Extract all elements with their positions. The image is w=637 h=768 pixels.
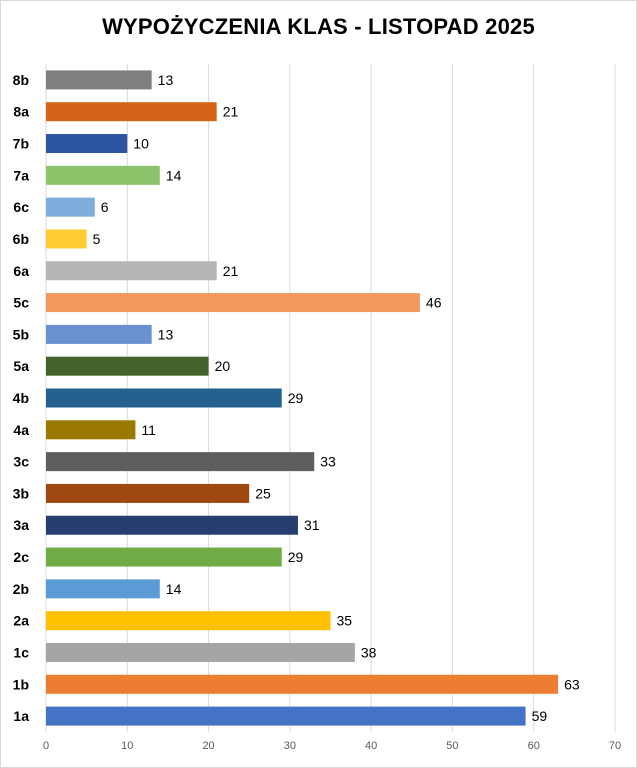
data-label-5a: 20 — [215, 358, 231, 374]
category-label-1b: 1b — [13, 676, 29, 692]
category-label-7b: 7b — [13, 136, 29, 152]
bar-6b — [46, 229, 87, 249]
bar-6a — [46, 261, 217, 281]
category-label-2b: 2b — [13, 581, 29, 597]
bar-3c — [46, 452, 315, 472]
bar-6c — [46, 197, 95, 217]
x-tick-label: 20 — [202, 740, 214, 752]
category-label-3b: 3b — [13, 485, 29, 501]
data-label-6c: 6 — [101, 199, 109, 215]
bar-1c — [46, 642, 355, 662]
x-tick-label: 70 — [609, 740, 621, 752]
data-label-6b: 5 — [93, 231, 101, 247]
category-label-5c: 5c — [13, 295, 29, 311]
category-label-3c: 3c — [13, 454, 29, 470]
category-label-7a: 7a — [13, 167, 29, 183]
x-tick-label: 40 — [365, 740, 377, 752]
data-label-1a: 59 — [532, 708, 548, 724]
x-tick-label: 60 — [528, 740, 540, 752]
data-label-5c: 46 — [426, 295, 442, 311]
category-label-8b: 8b — [13, 72, 29, 88]
bars — [46, 70, 559, 726]
bar-5c — [46, 293, 420, 313]
bar-4b — [46, 388, 282, 408]
bar-8b — [46, 70, 152, 90]
data-label-8a: 21 — [223, 104, 239, 120]
category-label-3a: 3a — [13, 517, 29, 533]
data-label-7b: 10 — [133, 136, 149, 152]
data-label-3b: 25 — [255, 485, 271, 501]
data-label-7a: 14 — [166, 167, 182, 183]
bar-4a — [46, 420, 136, 440]
data-label-2a: 35 — [337, 613, 353, 629]
category-label-5b: 5b — [13, 326, 29, 342]
data-label-2b: 14 — [166, 581, 182, 597]
x-tick-label: 30 — [284, 740, 296, 752]
bar-1a — [46, 706, 526, 726]
data-label-8b: 13 — [158, 72, 174, 88]
category-label-4a: 4a — [13, 422, 29, 438]
bar-7a — [46, 165, 160, 185]
data-label-2c: 29 — [288, 549, 304, 565]
data-label-1c: 38 — [361, 644, 377, 660]
category-label-8a: 8a — [13, 104, 29, 120]
category-label-2c: 2c — [13, 549, 29, 565]
data-label-6a: 21 — [223, 263, 239, 279]
bar-2c — [46, 547, 282, 567]
bar-5b — [46, 324, 152, 344]
bar-3a — [46, 515, 298, 535]
bar-7b — [46, 134, 128, 154]
category-label-5a: 5a — [13, 358, 29, 374]
category-label-6b: 6b — [13, 231, 29, 247]
x-tick-label: 0 — [43, 740, 49, 752]
category-label-6a: 6a — [13, 263, 29, 279]
bar-2b — [46, 579, 160, 599]
category-label-2a: 2a — [13, 613, 29, 629]
category-label-1c: 1c — [13, 644, 29, 660]
x-tick-label: 50 — [446, 740, 458, 752]
data-label-1b: 63 — [564, 676, 580, 692]
data-label-5b: 13 — [158, 326, 174, 342]
data-label-3a: 31 — [304, 517, 320, 533]
data-label-4a: 11 — [141, 422, 156, 438]
bar-2a — [46, 611, 331, 631]
bar-5a — [46, 356, 209, 376]
bar-3b — [46, 483, 250, 503]
chart-title: WYPOŻYCZENIA KLAS - LISTOPAD 2025 — [102, 14, 535, 39]
bar-8a — [46, 102, 217, 122]
category-labels: 8b 8a 7b 7a 6c 6b 6a 5c 5b 5a 4b 4a 3c 3b 3a 2c 2b 2a 1c 1b… — [13, 72, 30, 724]
x-tick-label: 10 — [121, 740, 133, 752]
category-label-1a: 1a — [13, 708, 29, 724]
data-label-3c: 33 — [320, 454, 336, 470]
bar-1b — [46, 674, 559, 694]
category-label-6c: 6c — [13, 199, 29, 215]
category-label-4b: 4b — [13, 390, 29, 406]
data-label-4b: 29 — [288, 390, 304, 406]
x-tick-labels: 0 10 20 30 40 50 60 70 — [43, 740, 621, 752]
